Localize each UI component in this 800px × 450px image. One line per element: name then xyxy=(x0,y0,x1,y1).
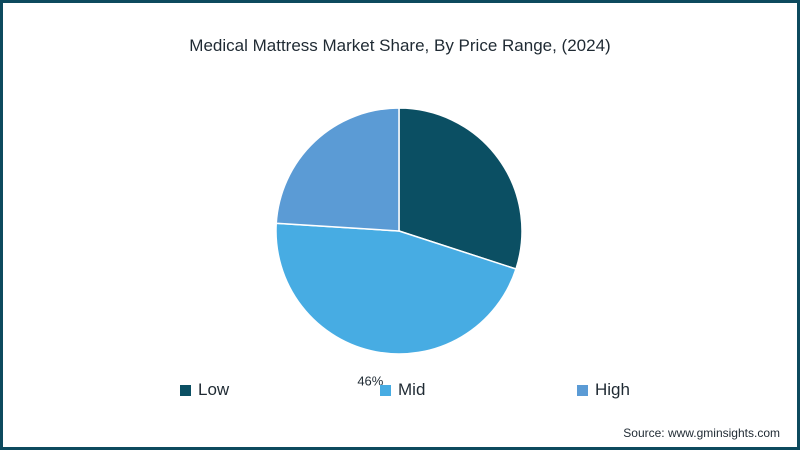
legend-swatch-mid xyxy=(380,384,391,396)
legend-item-mid: Mid xyxy=(380,380,425,400)
legend-label-mid: Mid xyxy=(398,380,426,399)
legend-item-low: Low xyxy=(180,380,229,400)
legend-item-high: High xyxy=(577,380,630,400)
legend-label-high: High xyxy=(595,380,630,399)
data-label-mid: 46% xyxy=(357,373,383,388)
pie-slice-mid xyxy=(275,222,517,355)
source-note: Source: www.gminsights.com xyxy=(623,426,780,440)
pie-slice-high xyxy=(275,107,400,232)
chart-title: Medical Mattress Market Share, By Price … xyxy=(189,36,611,55)
pie-slice-low xyxy=(398,107,523,270)
legend-swatch-low xyxy=(180,384,191,396)
legend: Low Mid High xyxy=(0,380,800,404)
legend-swatch-high xyxy=(577,384,588,396)
legend-label-low: Low xyxy=(198,380,230,399)
